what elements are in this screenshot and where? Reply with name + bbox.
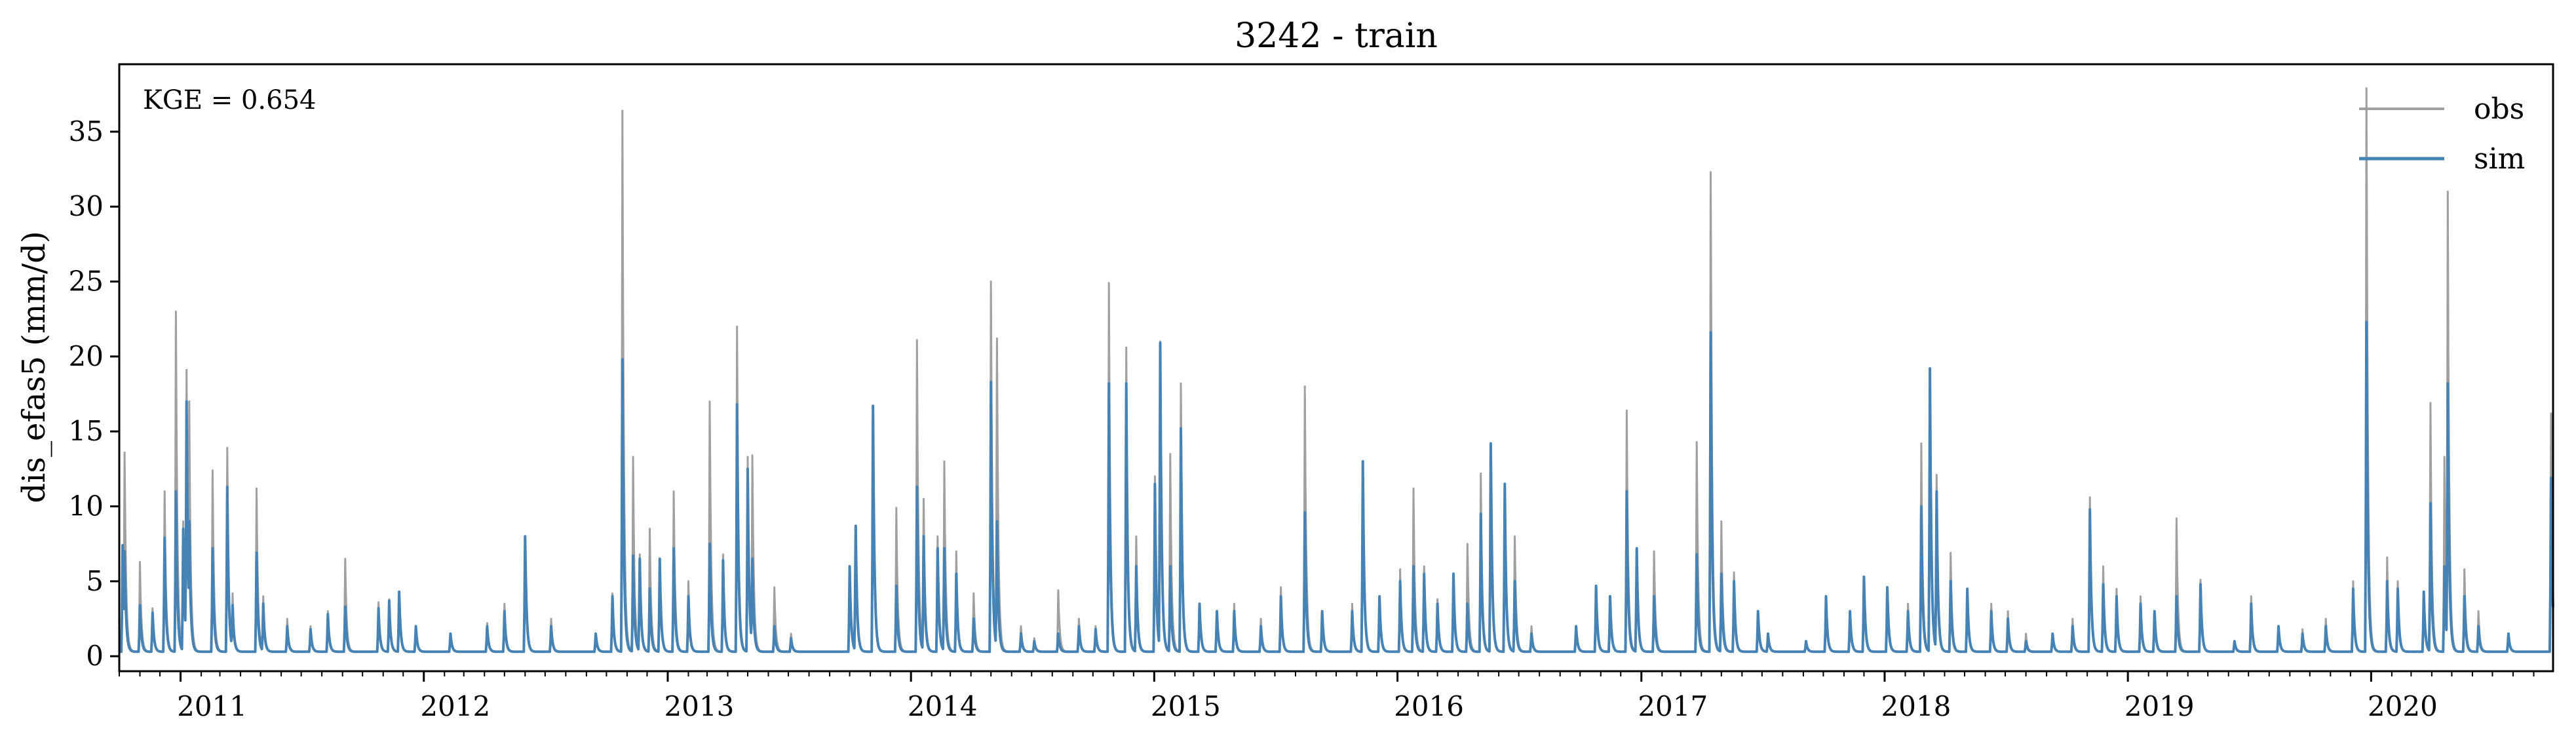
y-tick-label: 0 [86, 640, 104, 672]
x-tick-label: 2017 [1638, 690, 1708, 722]
y-tick-label: 15 [69, 415, 104, 447]
y-axis-label: dis_efas5 (mm/d) [16, 231, 52, 503]
x-tick-label: 2012 [420, 690, 490, 722]
x-tick-label: 2018 [1881, 690, 1951, 722]
y-tick-label: 10 [69, 490, 104, 522]
x-tick-label: 2014 [908, 690, 978, 722]
series-line-sim [119, 321, 2554, 654]
x-tick-label: 2011 [177, 690, 247, 722]
y-tick-label: 20 [69, 340, 104, 372]
y-tick-label: 25 [69, 265, 104, 298]
y-tick-label: 30 [69, 190, 104, 222]
x-tick-label: 2016 [1394, 690, 1464, 722]
y-tick-label: 5 [86, 565, 104, 597]
plot-series-group [119, 87, 2554, 654]
legend-label-obs: obs [2474, 92, 2524, 126]
chart-title: 3242 - train [1235, 16, 1438, 56]
y-tick-label: 35 [69, 115, 104, 147]
x-tick-label: 2015 [1151, 690, 1221, 722]
plot-frame [118, 63, 2554, 673]
kge-annotation: KGE = 0.654 [143, 85, 317, 115]
x-axis-ticks: 2011 2012 2013 2014 2015 2016 2017 2018 2019 2020 [119, 671, 2535, 722]
x-tick-label: 2019 [2124, 690, 2195, 722]
legend: obs sim [2359, 92, 2525, 176]
x-tick-label: 2020 [2368, 690, 2438, 722]
x-tick-label: 2013 [664, 690, 735, 722]
y-axis-ticks: 0 5 10 15 20 25 30 35 [69, 115, 119, 672]
legend-label-sim: sim [2474, 142, 2525, 176]
